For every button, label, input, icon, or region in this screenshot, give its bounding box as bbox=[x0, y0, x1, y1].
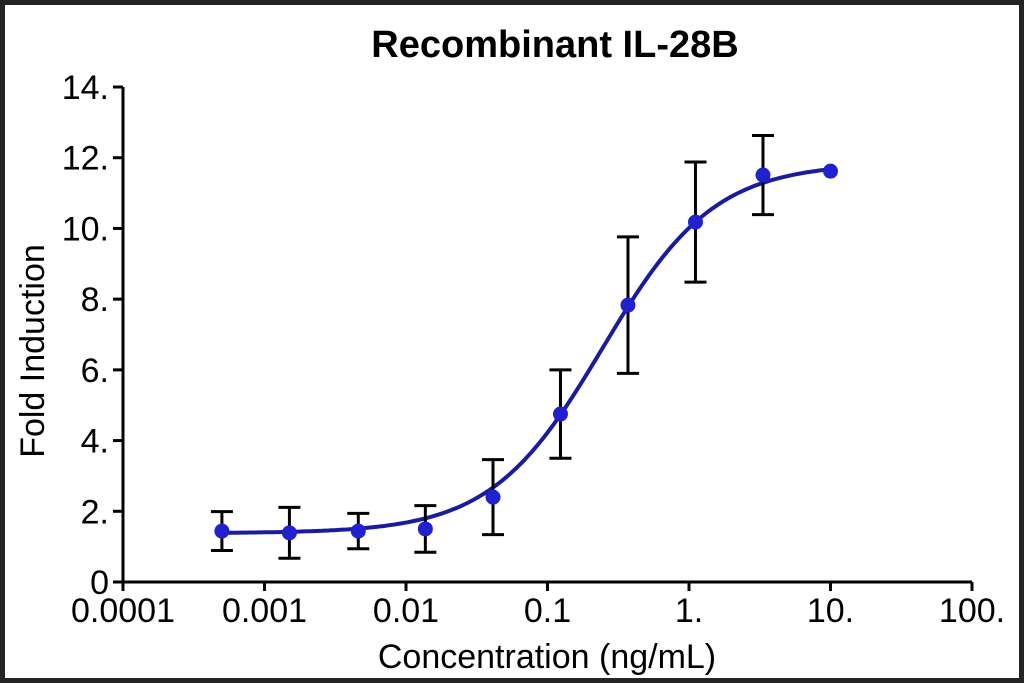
y-tick-label: 10. bbox=[62, 210, 109, 248]
x-tick-label: 0.01 bbox=[373, 592, 439, 630]
data-point-marker bbox=[350, 523, 366, 539]
y-tick-label: 4. bbox=[81, 423, 109, 461]
data-point-marker bbox=[687, 214, 703, 230]
data-point-marker bbox=[417, 521, 433, 537]
x-tick-label: 0.0001 bbox=[71, 592, 175, 630]
y-axis-label: Fold Induction bbox=[14, 244, 52, 458]
axis-line bbox=[121, 87, 972, 584]
y-tick-label: 6. bbox=[81, 352, 109, 390]
fit-curve bbox=[219, 167, 833, 535]
x-tick-label: 100. bbox=[939, 592, 1005, 630]
x-tick-label: 0.001 bbox=[222, 592, 307, 630]
x-axis-label: Concentration (ng/mL) bbox=[378, 638, 716, 676]
y-tick-label: 14. bbox=[62, 69, 109, 107]
y-tick-label: 8. bbox=[81, 281, 109, 319]
x-tick-label: 0.1 bbox=[524, 592, 571, 630]
data-point-marker bbox=[823, 163, 838, 179]
data-point-marker bbox=[755, 167, 771, 183]
data-point-marker bbox=[281, 525, 297, 541]
y-tick-label: 12. bbox=[62, 140, 109, 178]
x-tick-label: 10. bbox=[807, 592, 854, 630]
y-tick-label: 2. bbox=[81, 493, 109, 531]
data-point-marker bbox=[214, 523, 230, 539]
data-point-marker bbox=[620, 297, 636, 313]
chart-title: Recombinant IL-28B bbox=[371, 24, 738, 66]
data-point-marker bbox=[485, 489, 501, 505]
data-point-marker bbox=[552, 406, 568, 422]
x-tick-label: 1. bbox=[675, 592, 703, 630]
y-tick-label: 0 bbox=[90, 564, 109, 602]
